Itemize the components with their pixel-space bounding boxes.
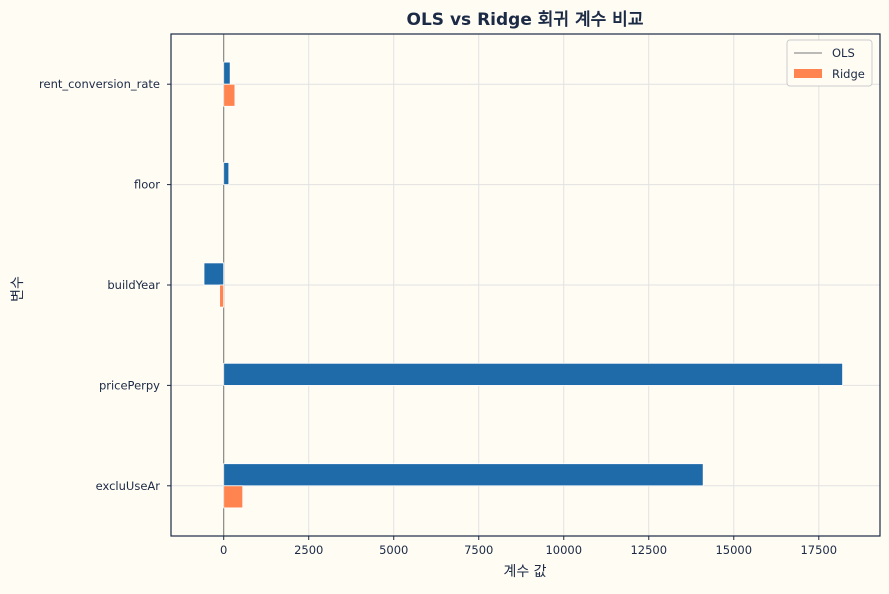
legend-ridge-swatch	[794, 69, 822, 78]
plot-frame	[170, 33, 881, 537]
y-tick-label: pricePerpy	[99, 378, 160, 392]
ols-bar-floor	[223, 162, 230, 185]
x-tick-label: 2500	[294, 543, 323, 557]
x-tick-label: 0	[220, 543, 227, 557]
ridge-bar-excluUseAr	[223, 485, 244, 509]
y-tick-label: floor	[134, 178, 160, 192]
x-tick-label: 15000	[715, 543, 752, 557]
y-axis-label: 변수	[10, 276, 26, 302]
ridge-bar-buildYear	[219, 284, 225, 308]
x-tick-label: 10000	[545, 543, 582, 557]
x-tick-label: 17500	[800, 543, 837, 557]
bars	[203, 61, 843, 509]
ols-bar-buildYear	[203, 262, 225, 286]
y-tick-label: excluUseAr	[96, 479, 161, 493]
ols-bar-rent_conversion_rate	[223, 61, 231, 85]
x-tick-labels: 0 2500 5000 7500 10000 12500 15000 17500	[220, 536, 837, 557]
y-tick-label: buildYear	[107, 278, 160, 292]
ols-bar-excluUseAr	[223, 463, 704, 487]
grid-lines	[171, 34, 880, 536]
x-tick-label: 12500	[630, 543, 667, 557]
x-tick-label: 5000	[379, 543, 408, 557]
ridge-bar-rent_conversion_rate	[223, 83, 236, 107]
y-tick-labels: excluUseAr pricePerpy buildYear floor rent_c…	[39, 77, 171, 493]
x-axis-label: 계수 값	[503, 564, 546, 580]
chart-title: OLS vs Ridge 회귀 계수 비교	[407, 10, 644, 30]
y-tick-label: rent_conversion_rate	[39, 77, 160, 91]
legend: OLS Ridge	[786, 39, 873, 87]
x-tick-label: 7500	[464, 543, 493, 557]
legend-ridge-label: Ridge	[832, 67, 865, 81]
ols-bar-pricePerpy	[223, 362, 843, 386]
legend-ols-label: OLS	[832, 46, 855, 60]
